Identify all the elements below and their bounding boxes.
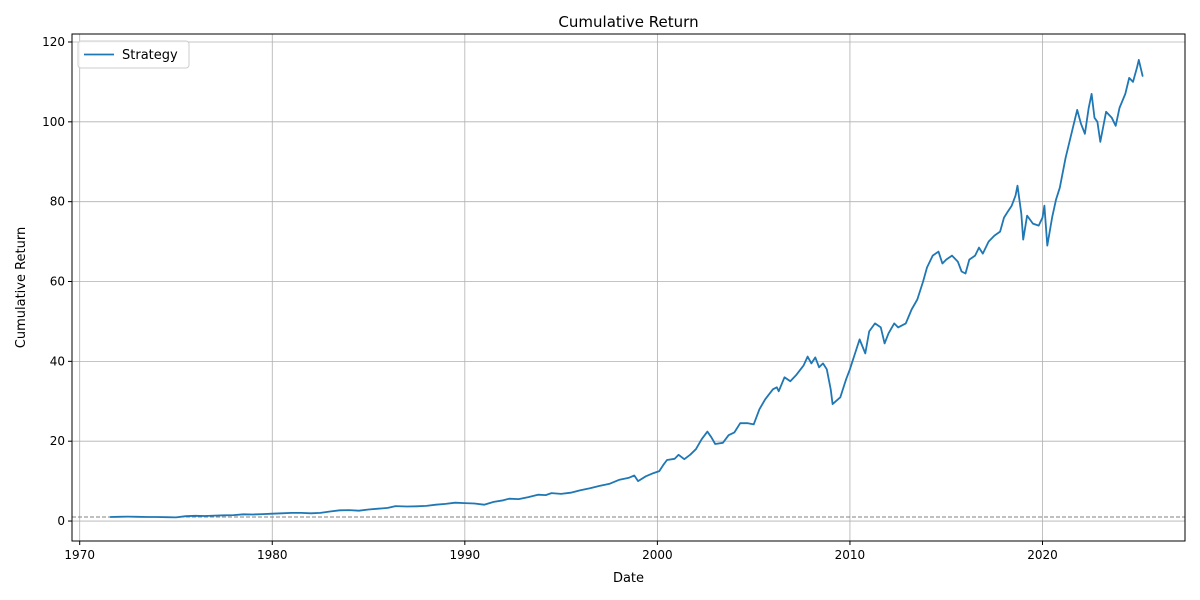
chart-title: Cumulative Return [558,13,698,31]
x-tick-label: 2020 [1027,548,1058,562]
x-tick-label: 1990 [450,548,481,562]
y-tick-label: 60 [50,275,65,289]
y-tick-label: 20 [50,434,65,448]
series-line-strategy [109,59,1144,519]
y-tick-label: 100 [42,115,65,129]
legend: Strategy [77,40,190,69]
y-tick-label: 40 [50,354,65,368]
x-tick-label: 1980 [257,548,288,562]
x-tick-label: 2000 [642,548,673,562]
x-tick-label: 2010 [835,548,866,562]
x-axis-label: Date [613,571,644,586]
x-axis-ticks: 1970 1980 1990 2000 2010 2020 [64,541,1058,562]
legend-box [77,40,190,69]
series-layer [109,59,1144,519]
y-tick-label: 80 [50,195,65,209]
y-tick-label: 0 [57,514,65,528]
legend-label: Strategy [122,48,178,63]
plot-frame [71,33,1186,542]
grid [72,34,1185,541]
x-tick-label: 1970 [64,548,95,562]
y-axis-ticks: 0 20 40 60 80 100 120 [42,35,72,528]
y-tick-label: 120 [42,35,65,49]
y-axis-label: Cumulative Return [14,227,29,348]
